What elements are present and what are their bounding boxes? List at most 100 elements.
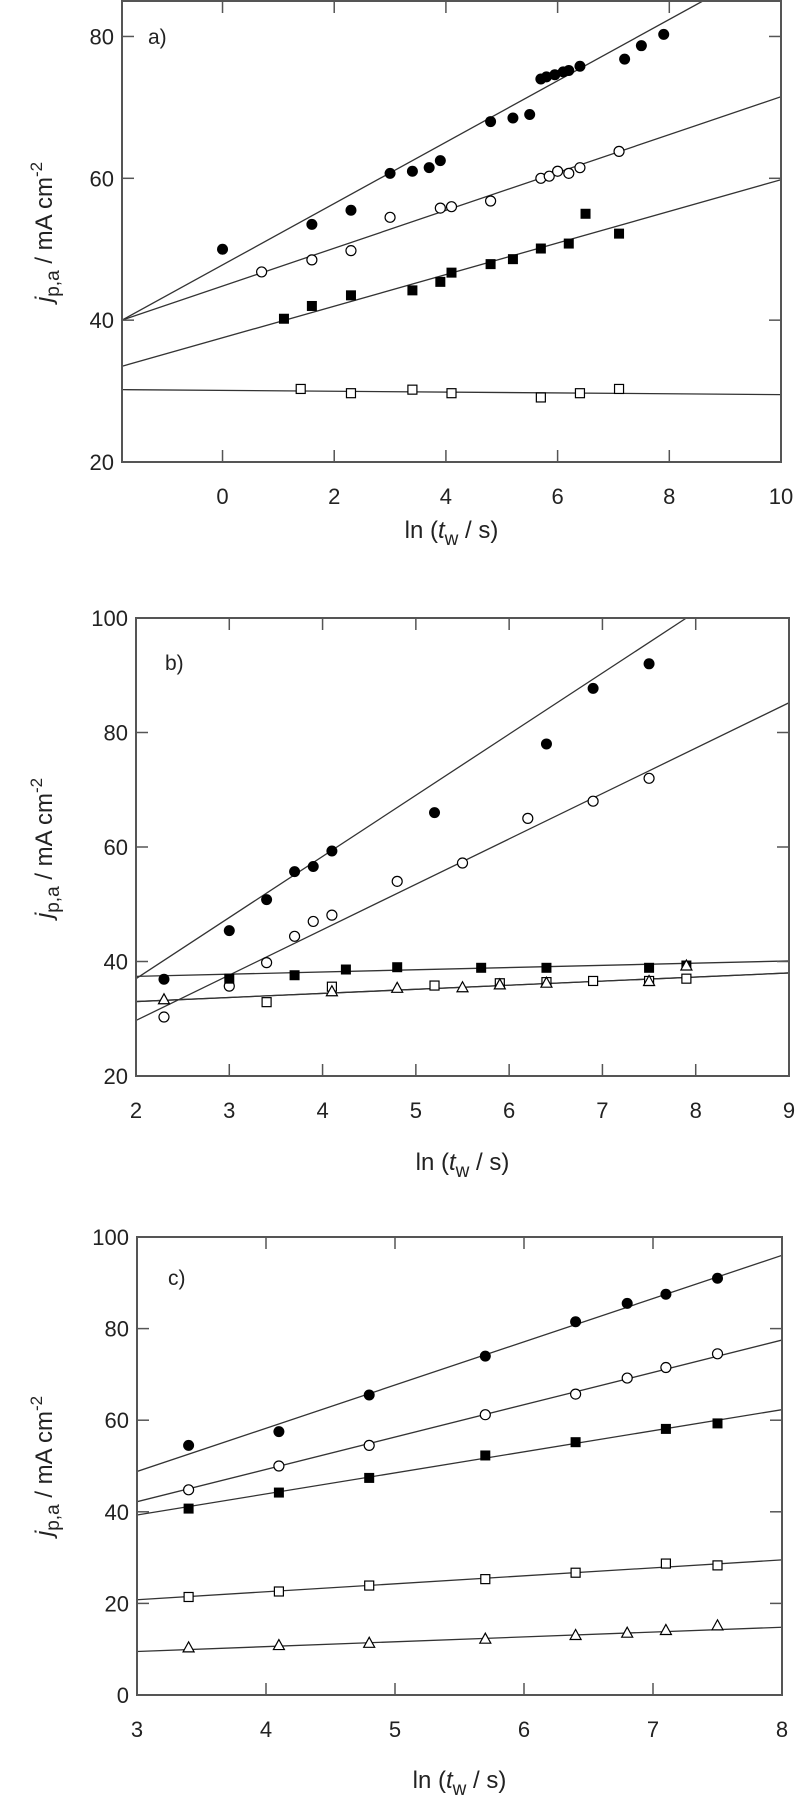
data-point	[540, 738, 552, 750]
x-tick-label: 7	[596, 1098, 608, 1123]
data-point	[574, 388, 586, 399]
fit-lines	[136, 618, 789, 1022]
data-point	[345, 204, 357, 216]
data-point	[158, 973, 170, 985]
fit-line	[137, 1254, 782, 1473]
fit-line	[136, 960, 789, 978]
series-filled-circle	[183, 1272, 723, 1451]
fit-line	[122, 1, 704, 321]
panel-b-chart: 2 3 4 5 6 7 8 9 20 40 60 80 100 b) ln (tw / s) jp,a / m…	[27, 606, 795, 1182]
series-open-square	[183, 1558, 723, 1603]
series-filled-square	[183, 1418, 723, 1514]
data-point	[524, 108, 536, 120]
data-point	[182, 1640, 196, 1653]
panel-a-chart: 0 2 4 6 8 10 20 40 60 80 a) ln (tw / s) jp,a / mA cm…	[27, 0, 793, 550]
x-tick-label: 9	[783, 1098, 795, 1123]
data-point	[587, 975, 599, 987]
data-point	[681, 973, 692, 984]
y-axis-label: jp,a / mA cm-2	[27, 162, 64, 305]
data-point	[613, 145, 625, 157]
data-point	[479, 1350, 491, 1362]
data-point	[340, 964, 351, 975]
panel-label: b)	[165, 652, 184, 675]
data-point	[445, 201, 458, 213]
series-filled-circle	[158, 658, 655, 985]
data-point	[183, 1439, 195, 1451]
data-point	[660, 1288, 672, 1300]
x-tick-label: 6	[551, 484, 563, 509]
data-point	[679, 958, 693, 971]
data-point	[429, 807, 441, 819]
x-tick-label: 7	[647, 1717, 659, 1742]
data-point	[223, 925, 235, 937]
data-point	[407, 384, 418, 395]
data-point	[643, 658, 655, 670]
x-tick-label: 3	[223, 1098, 235, 1123]
data-point	[478, 1631, 492, 1644]
y-tick-label: 100	[91, 606, 128, 631]
data-point	[711, 1348, 724, 1360]
y-tick-label: 60	[105, 1408, 129, 1433]
data-point	[710, 1618, 725, 1631]
data-point	[549, 69, 561, 81]
data-point	[273, 1487, 284, 1498]
y-tick-label: 20	[105, 1591, 129, 1616]
x-tick-label: 8	[776, 1717, 788, 1742]
fit-line	[137, 1409, 782, 1516]
data-point	[363, 1439, 375, 1451]
data-point	[712, 1418, 723, 1429]
data-point	[217, 243, 229, 255]
data-point	[384, 211, 396, 223]
data-point	[635, 40, 647, 52]
y-tick-label: 20	[104, 1064, 128, 1089]
data-point	[587, 795, 599, 807]
data-point	[326, 909, 338, 921]
data-point	[480, 1450, 491, 1461]
y-tick-label: 80	[105, 1317, 129, 1342]
data-point	[261, 957, 273, 969]
data-point	[644, 962, 655, 973]
x-tick-label: 4	[316, 1098, 328, 1123]
data-point	[543, 170, 555, 182]
y-tick-label: 80	[104, 721, 128, 746]
series-open-circle	[256, 145, 625, 278]
series-open-circle	[183, 1348, 724, 1496]
x-tick-label: 8	[663, 484, 675, 509]
data-point	[364, 1472, 375, 1483]
data-point	[407, 285, 418, 296]
data-point	[289, 866, 301, 878]
data-point	[272, 1638, 286, 1651]
series-filled-square	[278, 208, 625, 324]
series-open-square	[261, 973, 692, 1008]
data-point	[479, 1409, 491, 1421]
data-point	[552, 165, 564, 177]
data-point	[660, 1558, 672, 1569]
data-point	[278, 313, 289, 324]
data-point	[261, 997, 272, 1008]
data-point	[535, 243, 546, 254]
data-point	[273, 1426, 285, 1438]
x-axis-label: ln (tw / s)	[413, 1767, 507, 1800]
series-filled-circle	[217, 28, 670, 255]
data-point	[535, 392, 546, 403]
data-point	[434, 155, 446, 167]
x-tick-label: 2	[130, 1098, 142, 1123]
data-point	[384, 167, 396, 179]
data-point	[455, 980, 470, 993]
y-axis-label: jp,a / mA cm-2	[27, 778, 64, 921]
fit-line	[137, 1626, 782, 1653]
data-point	[712, 1560, 723, 1571]
data-point	[295, 383, 306, 395]
data-point	[392, 962, 403, 973]
fit-line	[136, 618, 687, 980]
data-point	[345, 388, 357, 399]
y-tick-label: 0	[117, 1683, 129, 1708]
data-point	[493, 977, 507, 990]
x-tick-label: 10	[769, 484, 793, 509]
data-point	[325, 984, 339, 997]
data-point	[485, 116, 497, 128]
data-point	[563, 238, 574, 249]
x-tick-label: 3	[131, 1717, 143, 1742]
fit-lines	[122, 1, 781, 396]
